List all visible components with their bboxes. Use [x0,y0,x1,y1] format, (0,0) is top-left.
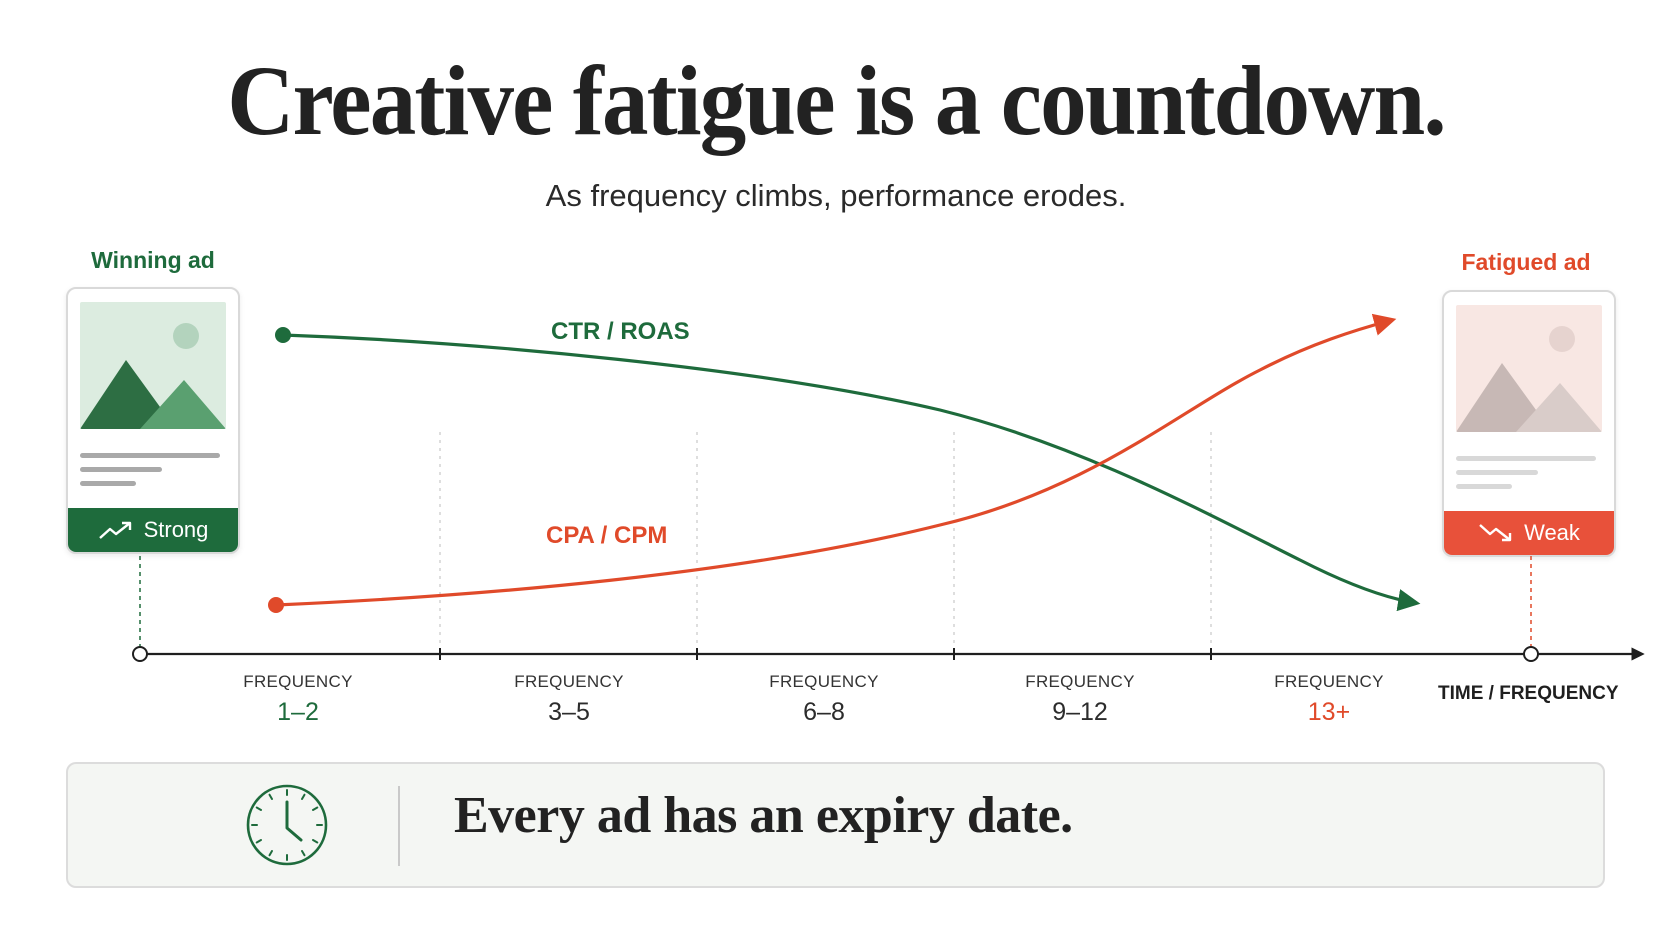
fatigued-ad-card: Weak [1442,290,1616,557]
text-placeholder-line [80,481,136,486]
frequency-range: 3–5 [548,698,590,726]
frequency-label: FREQUENCY [514,672,624,691]
footer-banner: Every ad has an expiry date. [66,762,1605,888]
frequency-stage-5: FREQUENCY 13+ [1249,672,1409,727]
winning-ad-card: Strong [66,287,240,554]
text-placeholder-line [80,453,220,458]
page-title: Creative fatigue is a countdown. [227,45,1446,156]
frequency-stage-3: FREQUENCY 6–8 [744,672,904,727]
frequency-label: FREQUENCY [1274,672,1384,691]
frequency-label: FREQUENCY [243,672,353,691]
strong-badge-label: Strong [143,517,209,542]
footer-divider [398,786,400,866]
strong-badge: Strong [68,508,238,552]
trend-down-icon [1479,524,1512,542]
text-placeholder-line [1456,470,1538,475]
text-placeholder-line [80,467,162,472]
axis-start-marker [132,646,148,662]
fatigued-ad-label: Fatigued ad [1461,249,1591,275]
axis-ticks [439,648,1212,660]
frequency-range: 9–12 [1052,698,1108,726]
text-placeholder-line [1456,456,1596,461]
frequency-label: FREQUENCY [1025,672,1135,691]
page-subtitle: As frequency climbs, performance erodes. [545,178,1127,213]
axis-title: TIME / FREQUENCY [1438,683,1619,704]
weak-badge-label: Weak [1524,520,1580,545]
weak-badge: Weak [1444,511,1614,555]
cpa-cpm-start-point [268,597,284,613]
frequency-range: 13+ [1307,698,1351,726]
winning-ad-label: Winning ad [91,247,215,273]
frequency-label: FREQUENCY [769,672,879,691]
frequency-stage-1: FREQUENCY 1–2 [218,672,378,727]
frequency-stage-4: FREQUENCY 9–12 [1000,672,1160,727]
frequency-stage-2: FREQUENCY 3–5 [489,672,649,727]
ctr-roas-curve [282,333,1421,612]
frequency-range: 6–8 [803,698,845,726]
text-placeholder-line [1456,484,1512,489]
ctr-roas-start-point [275,327,291,343]
cpa-cpm-label: CPA / CPM [546,522,668,549]
frequency-range: 1–2 [277,698,319,726]
trend-up-icon [98,521,131,539]
axis-end-marker [1523,646,1539,662]
clock-icon [246,784,328,866]
image-placeholder-icon [80,302,226,429]
cpa-cpm-curve [275,313,1397,607]
footer-text: Every ad has an expiry date. [454,787,1073,844]
image-placeholder-icon [1456,305,1602,432]
ctr-roas-label: CTR / ROAS [551,318,690,345]
